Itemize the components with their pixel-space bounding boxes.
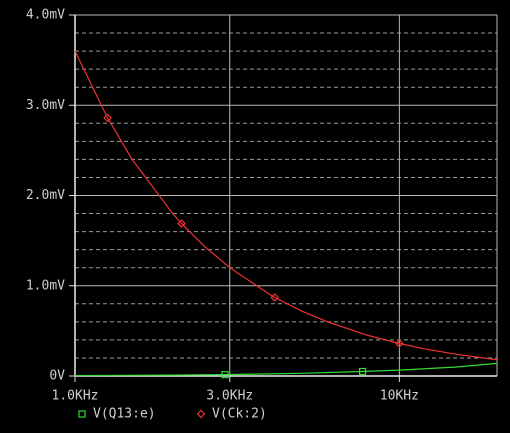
x-tick-label: 1.0KHz bbox=[52, 389, 99, 404]
series-line bbox=[74, 50, 498, 361]
legend-label: V(Q13:e) bbox=[93, 407, 156, 422]
x-tick-label: 3.0KHz bbox=[206, 389, 253, 404]
marker bbox=[358, 367, 367, 376]
marker bbox=[221, 371, 229, 379]
legend-marker bbox=[78, 410, 86, 418]
series-line bbox=[74, 362, 498, 377]
legend-label: V(Ck:2) bbox=[212, 407, 267, 422]
legend-marker bbox=[196, 409, 206, 419]
marker bbox=[103, 113, 112, 123]
y-tick-label: 3.0mV bbox=[26, 98, 65, 113]
y-tick-label: 1.0mV bbox=[26, 278, 65, 293]
marker bbox=[177, 219, 186, 228]
y-tick-label: 4.0mV bbox=[26, 8, 65, 23]
y-tick-label: 2.0mV bbox=[26, 188, 65, 203]
marker bbox=[395, 339, 404, 348]
y-tick-label: 0V bbox=[49, 369, 65, 384]
marker bbox=[270, 293, 280, 302]
x-tick-label: 10KHz bbox=[380, 389, 419, 404]
